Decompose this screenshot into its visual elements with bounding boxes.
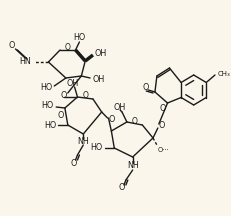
Text: OH: OH: [92, 76, 104, 84]
Text: OH: OH: [113, 103, 126, 113]
Text: O···: O···: [157, 147, 169, 153]
Text: HO: HO: [90, 143, 102, 152]
Text: NH: NH: [77, 138, 89, 146]
Text: OH: OH: [94, 49, 107, 59]
Text: CH₃: CH₃: [217, 71, 230, 77]
Text: O: O: [108, 116, 114, 124]
Text: OH: OH: [66, 78, 78, 87]
Text: O: O: [65, 43, 70, 52]
Text: O: O: [70, 159, 76, 167]
Text: O: O: [141, 83, 148, 92]
Text: O: O: [118, 184, 125, 192]
Text: O: O: [57, 111, 64, 121]
Text: O: O: [158, 104, 165, 113]
Text: O: O: [131, 117, 137, 126]
Text: O: O: [158, 121, 164, 130]
Text: NH: NH: [126, 162, 138, 170]
Text: HO: HO: [73, 33, 85, 43]
Text: HN: HN: [19, 57, 31, 67]
Text: O: O: [61, 91, 67, 100]
Text: HO: HO: [41, 102, 53, 111]
Text: O: O: [8, 41, 15, 51]
Text: HO: HO: [40, 84, 52, 92]
Text: O: O: [82, 92, 88, 100]
Text: HO: HO: [44, 121, 56, 130]
